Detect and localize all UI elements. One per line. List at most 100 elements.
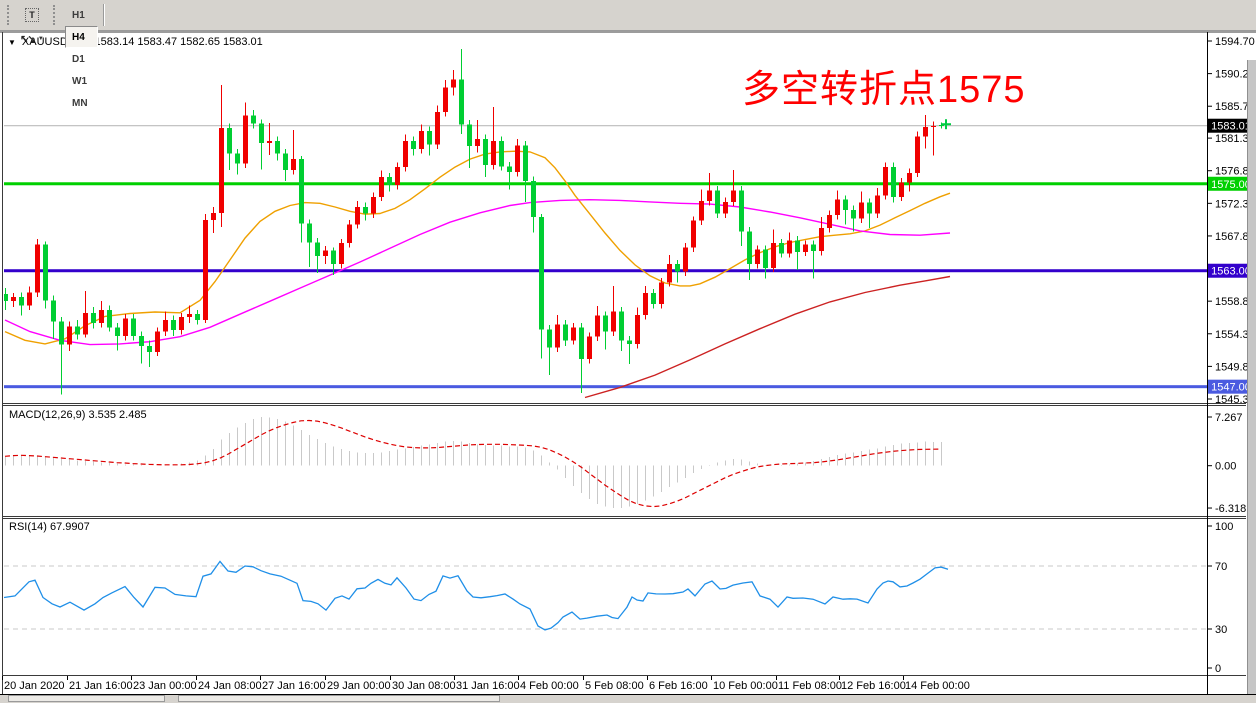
price-axis-label: 1545.30 — [1215, 394, 1255, 406]
tf-button-H4[interactable]: H4 — [65, 26, 99, 48]
hline-1575[interactable] — [4, 182, 1207, 186]
candle — [587, 332, 592, 364]
macd-axis-label: 0.00 — [1215, 461, 1236, 473]
candle — [187, 305, 192, 323]
time-axis-label: 5 Feb 08:00 — [585, 680, 644, 692]
macd-label: MACD(12,26,9) 3.535 2.485 — [9, 409, 147, 421]
bottom-panel-box — [178, 695, 500, 702]
macd-signal-line — [4, 419, 942, 508]
time-axis-label: 20 Jan 2020 — [4, 680, 65, 692]
candle — [299, 156, 304, 243]
candle — [4, 288, 8, 310]
bottom-panel-strip — [0, 695, 1256, 703]
price-axis-label: 1567.80 — [1215, 231, 1255, 243]
candle — [171, 315, 176, 336]
candle — [579, 322, 584, 394]
time-axis-label: 14 Feb 00:00 — [905, 680, 970, 692]
candle — [915, 131, 920, 178]
candle — [155, 327, 160, 357]
candle — [643, 285, 648, 320]
current-price-line — [4, 125, 1207, 127]
candle — [531, 176, 536, 233]
rsi-axis-label: 30 — [1215, 624, 1227, 636]
candle — [163, 311, 168, 336]
tf-button-D1[interactable]: D1 — [72, 53, 85, 65]
candle — [843, 195, 848, 225]
candle — [475, 119, 480, 153]
candle — [259, 119, 264, 170]
candle — [723, 197, 728, 218]
candle — [387, 172, 392, 192]
candle — [715, 185, 720, 218]
price-tag-1583.01: 1583.01 — [1208, 118, 1255, 133]
candle — [11, 293, 16, 307]
candle — [451, 69, 456, 96]
price-axis-label: 1585.70 — [1215, 101, 1255, 113]
time-axis-label: 11 Feb 08:00 — [778, 680, 842, 692]
candle — [307, 219, 312, 268]
candle — [507, 162, 512, 190]
candle — [803, 240, 808, 257]
text-tool[interactable]: T — [19, 3, 45, 27]
candle — [563, 320, 568, 347]
candle — [99, 301, 104, 328]
price-axis-label: 1581.30 — [1215, 133, 1255, 145]
toolbar-drag-handle[interactable] — [53, 5, 59, 25]
candle — [43, 241, 48, 309]
candle — [267, 122, 272, 155]
vertical-scrollbar[interactable] — [1247, 60, 1256, 694]
candle — [859, 191, 864, 223]
hline-1547[interactable] — [4, 385, 1207, 389]
tf-button-W1[interactable]: W1 — [72, 75, 87, 87]
candle — [323, 246, 328, 265]
chevron-down-icon: ▼ — [37, 36, 44, 42]
toolbar-drag-handle[interactable] — [7, 5, 13, 25]
candle — [27, 286, 32, 310]
price-axis-label: 1554.30 — [1215, 329, 1255, 341]
candle — [251, 109, 256, 129]
chart-annotation-text[interactable]: 多空转折点1575 — [742, 69, 1026, 111]
svg-text:1547.00: 1547.00 — [1211, 382, 1251, 394]
symbol-dropdown-icon[interactable]: ▼ — [8, 37, 16, 47]
candle — [667, 254, 672, 287]
rsi-label: RSI(14) 67.9907 — [9, 521, 90, 533]
candle — [179, 312, 184, 335]
rsi-axis-label: 70 — [1215, 561, 1227, 573]
tf-button-H1[interactable]: H1 — [72, 9, 85, 21]
svg-text:1575.00: 1575.00 — [1211, 179, 1251, 191]
candle — [659, 277, 664, 309]
candle — [867, 198, 872, 228]
candle — [467, 119, 472, 168]
candle — [379, 170, 384, 202]
candle — [115, 322, 120, 351]
time-axis-label: 21 Jan 16:00 — [69, 680, 133, 692]
price-tag-1547.00: 1547.00 — [1208, 379, 1255, 394]
price-axis-label: 1576.80 — [1215, 166, 1255, 178]
time-axis-label: 29 Jan 00:00 — [327, 680, 391, 692]
candle — [603, 311, 608, 350]
candle — [931, 121, 936, 156]
candle — [819, 217, 824, 256]
candle — [907, 168, 912, 192]
candle — [371, 192, 376, 218]
candle — [875, 188, 880, 218]
candle — [67, 321, 72, 352]
current-price-marker — [941, 119, 951, 130]
ma-orange — [4, 150, 951, 345]
candle — [499, 136, 504, 171]
time-axis-label: 30 Jan 08:00 — [392, 680, 456, 692]
candle — [683, 243, 688, 276]
hline-1563[interactable] — [4, 269, 1207, 273]
candle — [283, 148, 288, 181]
bottom-panel-box — [8, 695, 165, 702]
time-axis-label: 6 Feb 16:00 — [649, 680, 708, 692]
time-axis-label: 24 Jan 08:00 — [198, 680, 262, 692]
arrows-tool[interactable]: ↖↘ ▼ — [20, 33, 44, 45]
candle — [411, 136, 416, 156]
candle — [427, 126, 432, 156]
tf-button-MN[interactable]: MN — [72, 97, 88, 109]
time-axis-label: 27 Jan 16:00 — [262, 680, 326, 692]
macd-axis-label: 7.267 — [1215, 412, 1243, 424]
price-axis-label: 1590.20 — [1215, 69, 1255, 81]
